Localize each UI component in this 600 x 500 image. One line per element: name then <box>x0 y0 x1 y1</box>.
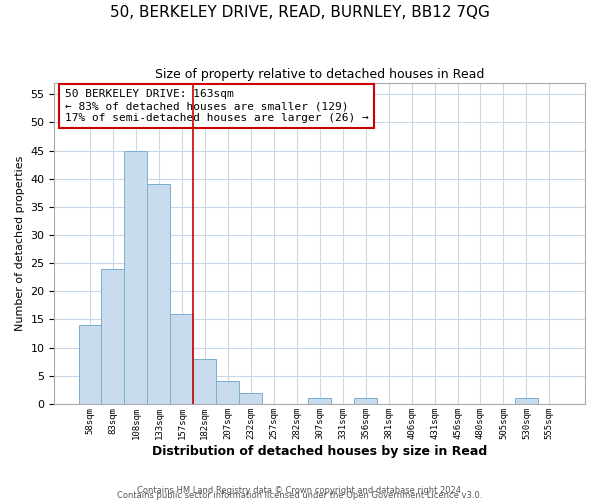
X-axis label: Distribution of detached houses by size in Read: Distribution of detached houses by size … <box>152 444 487 458</box>
Bar <box>79 325 101 404</box>
Title: Size of property relative to detached houses in Read: Size of property relative to detached ho… <box>155 68 484 80</box>
Bar <box>354 398 377 404</box>
Bar <box>217 382 239 404</box>
Y-axis label: Number of detached properties: Number of detached properties <box>15 156 25 331</box>
Text: Contains public sector information licensed under the Open Government Licence v3: Contains public sector information licen… <box>118 490 482 500</box>
Bar <box>239 392 262 404</box>
Bar <box>101 269 124 404</box>
Bar <box>124 150 148 404</box>
Text: 50, BERKELEY DRIVE, READ, BURNLEY, BB12 7QG: 50, BERKELEY DRIVE, READ, BURNLEY, BB12 … <box>110 5 490 20</box>
Bar <box>170 314 193 404</box>
Bar <box>148 184 170 404</box>
Text: Contains HM Land Registry data © Crown copyright and database right 2024.: Contains HM Land Registry data © Crown c… <box>137 486 463 495</box>
Bar <box>193 359 217 404</box>
Text: 50 BERKELEY DRIVE: 163sqm
← 83% of detached houses are smaller (129)
17% of semi: 50 BERKELEY DRIVE: 163sqm ← 83% of detac… <box>65 90 369 122</box>
Bar <box>515 398 538 404</box>
Bar <box>308 398 331 404</box>
